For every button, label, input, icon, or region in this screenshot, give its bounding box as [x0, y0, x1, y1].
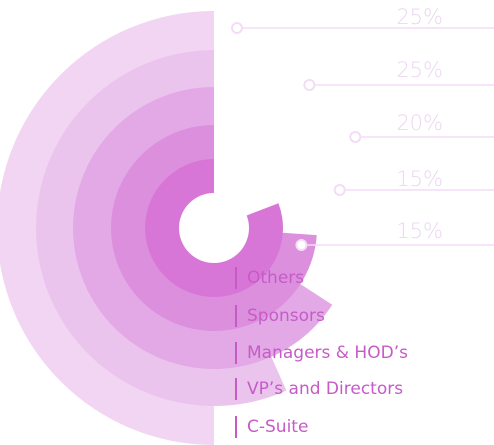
value-label-1: 25%: [396, 5, 443, 29]
center-hole: [179, 193, 249, 263]
value-label-5: 15%: [396, 219, 443, 243]
legend-marker-5: [235, 416, 237, 438]
connector-dot-1: [231, 22, 243, 34]
legend-marker-3: [235, 342, 237, 364]
connector-group: 25% 25% 20% 15% 15%: [231, 5, 494, 251]
value-label-2: 25%: [396, 58, 443, 82]
connector-dot-2: [303, 79, 316, 91]
legend-label-3: Managers & HOD’s: [247, 343, 408, 363]
legend-label-4: VP’s and Directors: [247, 379, 403, 399]
legend-marker-1: [235, 267, 237, 289]
legend-label-2: Sponsors: [247, 306, 325, 326]
value-label-3: 20%: [396, 111, 443, 135]
connector-dot-5: [295, 239, 308, 251]
connector-dot-3: [349, 131, 362, 143]
connector-dot-4: [333, 184, 346, 196]
legend-label-5: C-Suite: [247, 417, 308, 437]
legend-marker-4: [235, 378, 237, 400]
value-label-4: 15%: [396, 167, 443, 191]
legend: Others Sponsors Managers & HOD’s VP’s and D…: [235, 267, 408, 438]
legend-marker-2: [235, 305, 237, 327]
legend-label-1: Others: [247, 268, 304, 288]
